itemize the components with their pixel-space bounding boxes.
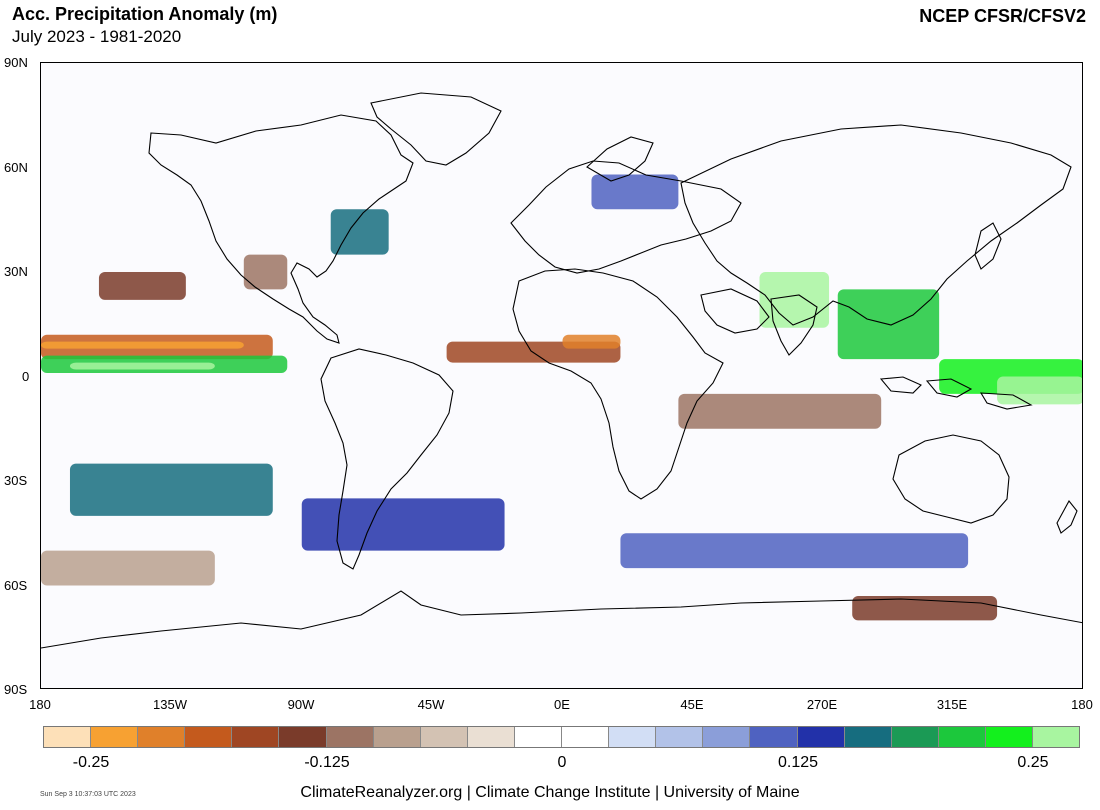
colorbar-swatch-15 (750, 727, 798, 747)
colorbar-swatch-4 (232, 727, 280, 747)
colorbar-swatch-1 (91, 727, 139, 747)
anomaly-region (69, 463, 273, 516)
anomaly-layer (41, 174, 1082, 621)
anomaly-region (98, 272, 186, 300)
anomaly-region (41, 550, 215, 586)
lon-label-90w: 90W (287, 697, 315, 712)
lon-label-180e: 180 (1071, 697, 1093, 712)
greenland-outline (370, 92, 502, 166)
anomaly-region (330, 209, 389, 255)
colorbar-swatch-21 (1032, 727, 1080, 747)
coastlines (41, 92, 1082, 649)
credit-line: ClimateReanalyzer.org | Climate Change I… (300, 784, 800, 801)
colorbar-swatch-9 (467, 727, 515, 747)
colorbar-swatch-3 (185, 727, 233, 747)
anomaly-region (41, 341, 244, 349)
colorbar-label-neg: -0.125 (304, 754, 350, 771)
anomaly-region (591, 174, 679, 210)
anomaly-region (997, 376, 1082, 405)
colorbar-label-zero: 0 (557, 754, 567, 771)
anomaly-region (620, 533, 969, 569)
anomaly-region (678, 393, 882, 429)
colorbar-swatch-18 (891, 727, 939, 747)
lat-label-30n: 30N (4, 264, 28, 279)
lat-label-60n: 60N (4, 160, 28, 175)
colorbar-swatch-11 (562, 727, 610, 747)
india-outline (770, 294, 818, 356)
anomaly-region (759, 272, 830, 328)
colorbar-swatch-13 (656, 727, 704, 747)
colorbar-swatch-5 (279, 727, 327, 747)
africa-outline (512, 268, 724, 500)
anomaly-region (301, 498, 505, 551)
south-america-outline (320, 348, 454, 570)
scandinavia-outline (586, 136, 654, 182)
colorbar-swatch-12 (609, 727, 657, 747)
colorbar (43, 726, 1080, 748)
antarctica-outline (41, 590, 1082, 649)
anomaly-region (562, 334, 621, 349)
colorbar-swatch-7 (373, 727, 421, 747)
colorbar-label-pos: 0.125 (777, 754, 819, 771)
north-america-outline (148, 114, 414, 344)
colorbar-label-min: -0.25 (72, 754, 110, 771)
australia-outline (892, 434, 1010, 524)
lat-label-60s: 60S (4, 578, 28, 593)
japan-outline (974, 222, 1002, 270)
lon-label-135w: 135W (153, 697, 187, 712)
anomaly-region (243, 254, 288, 290)
arabia-outline (700, 288, 770, 334)
asia-outline (680, 124, 1072, 326)
lon-label-270e: 270E (806, 697, 838, 712)
colorbar-swatch-0 (44, 727, 92, 747)
map-subtitle: July 2023 - 1981-2020 (12, 27, 182, 46)
colorbar-swatch-20 (985, 727, 1033, 747)
new-zealand-outline (1056, 500, 1078, 534)
map-title: Acc. Precipitation Anomaly (m) (12, 4, 278, 24)
lat-label-30s: 30S (4, 473, 28, 488)
colorbar-swatch-6 (326, 727, 374, 747)
colorbar-swatch-8 (420, 727, 468, 747)
colorbar-swatch-19 (938, 727, 986, 747)
precipitation-anomaly-map (40, 62, 1083, 689)
lon-label-45w: 45W (417, 697, 445, 712)
colorbar-swatch-16 (797, 727, 845, 747)
colorbar-swatch-2 (138, 727, 186, 747)
indonesia-outline (879, 376, 1033, 410)
anomaly-region (69, 362, 215, 370)
colorbar-swatch-14 (703, 727, 751, 747)
lon-label-45e: 45E (680, 697, 704, 712)
lat-label-90s: 90S (4, 682, 28, 697)
map-canvas (41, 92, 1082, 649)
colorbar-label-max: 0.25 (1017, 754, 1049, 771)
data-source: NCEP CFSR/CFSV2 (919, 6, 1086, 26)
colorbar-swatch-17 (844, 727, 892, 747)
lon-label-180w: 180 (29, 697, 51, 712)
render-timestamp: Sun Sep 3 10:37:03 UTC 2023 (40, 791, 136, 798)
colorbar-swatch-10 (514, 727, 563, 747)
lat-label-equator: 0 (22, 369, 30, 384)
lon-label-0e: 0E (554, 697, 570, 712)
lon-label-315e: 315E (936, 697, 968, 712)
lat-label-90n: 90N (4, 55, 28, 70)
